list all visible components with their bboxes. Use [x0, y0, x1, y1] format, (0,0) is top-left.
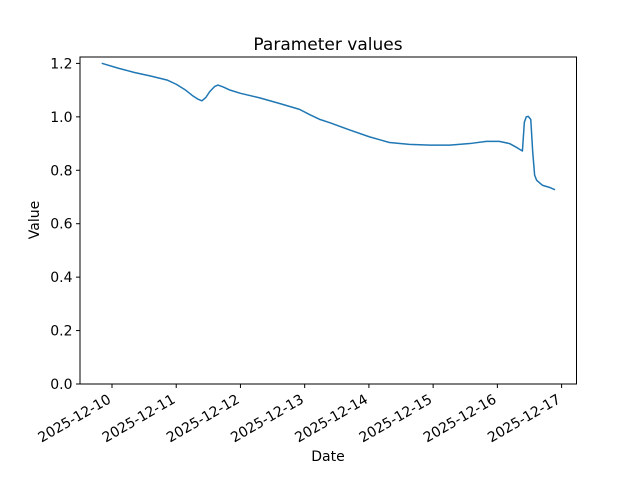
- x-axis-label: Date: [311, 449, 344, 465]
- y-tick-label: 0.2: [50, 324, 72, 340]
- x-axis-ticks: 2025-12-102025-12-112025-12-122025-12-13…: [36, 384, 564, 446]
- y-tick-label: 1.0: [50, 110, 72, 126]
- x-tick-label: 2025-12-17: [485, 392, 563, 447]
- plot-border: [79, 56, 577, 385]
- y-axis-label: Value: [27, 201, 43, 239]
- y-tick-label: 0.6: [50, 217, 72, 233]
- y-tick-label: 0.8: [50, 163, 72, 179]
- series-line-parameter: [101, 62, 556, 191]
- y-tick-label: 0.4: [50, 270, 72, 286]
- y-axis-ticks: 0.0 0.2 0.4 0.6 0.8 1.0 1.2: [50, 56, 80, 393]
- y-tick-label: 1.2: [50, 56, 72, 72]
- chart-title: Parameter values: [253, 35, 402, 55]
- y-tick-label: 0.0: [50, 377, 72, 393]
